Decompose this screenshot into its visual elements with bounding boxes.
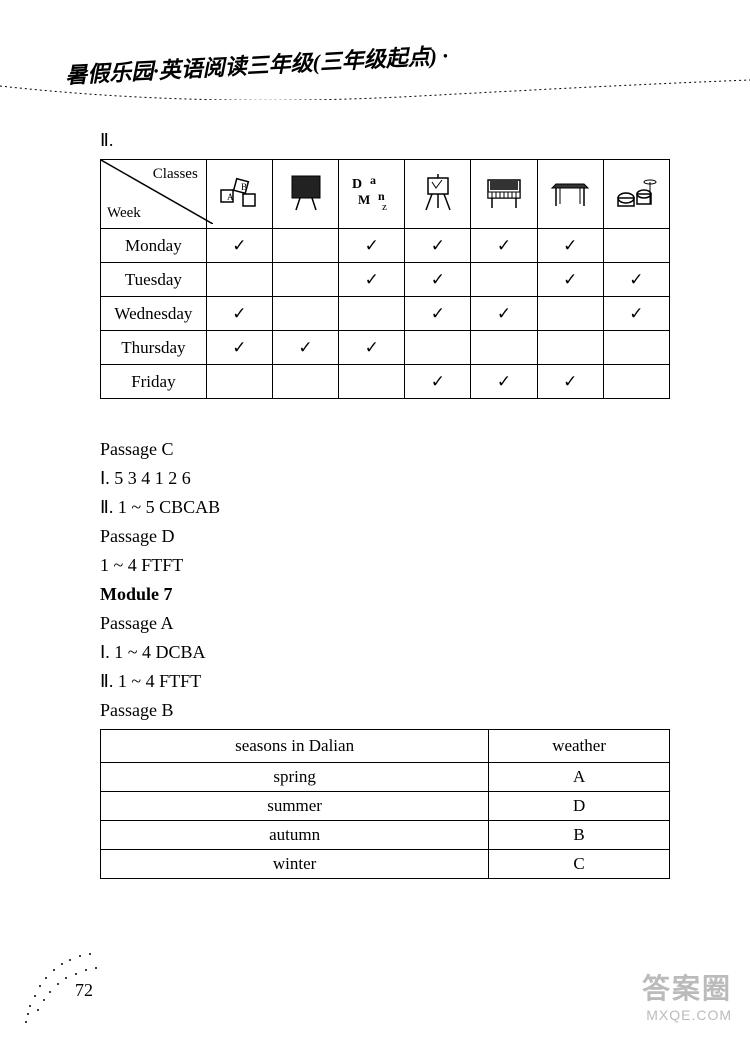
mark-cell xyxy=(339,297,405,331)
svg-text:M: M xyxy=(358,192,370,207)
table-row: springA xyxy=(101,763,670,792)
season-cell: autumn xyxy=(101,821,489,850)
mark-cell: ✓ xyxy=(603,297,669,331)
season-cell: winter xyxy=(101,850,489,879)
mark-cell: ✓ xyxy=(206,297,272,331)
table-row: Tuesday✓✓✓✓ xyxy=(101,263,670,297)
mark-cell: ✓ xyxy=(537,229,603,263)
passage-a-label: Passage A xyxy=(100,613,670,634)
letters-icon: DaMnz xyxy=(339,160,405,229)
weather-cell: C xyxy=(489,850,670,879)
day-cell: Thursday xyxy=(101,331,207,365)
mark-cell xyxy=(537,331,603,365)
svg-text:B: B xyxy=(241,182,247,192)
table-row: Monday✓✓✓✓✓ xyxy=(101,229,670,263)
mark-cell: ✓ xyxy=(405,365,471,399)
mark-cell: ✓ xyxy=(206,229,272,263)
seasons-header: seasons in Dalian xyxy=(101,730,489,763)
weather-cell: D xyxy=(489,792,670,821)
table-row: autumnB xyxy=(101,821,670,850)
mark-cell xyxy=(206,263,272,297)
answer-line: 1 ~ 4 FTFT xyxy=(100,555,670,576)
passage-d-label: Passage D xyxy=(100,526,670,547)
mark-cell: ✓ xyxy=(603,263,669,297)
mark-cell: ✓ xyxy=(537,365,603,399)
mark-cell: ✓ xyxy=(339,331,405,365)
weather-header: weather xyxy=(489,730,670,763)
mark-cell xyxy=(405,331,471,365)
drums-icon xyxy=(603,160,669,229)
mark-cell: ✓ xyxy=(339,263,405,297)
easel-icon xyxy=(405,160,471,229)
module-7-label: Module 7 xyxy=(100,584,670,605)
header-dotted-curve xyxy=(0,78,750,100)
section-2-label: Ⅱ. xyxy=(100,130,670,151)
mark-cell: ✓ xyxy=(405,297,471,331)
classes-schedule-table: Classes Week AB DaMnz xyxy=(100,159,670,399)
svg-text:D: D xyxy=(352,177,362,192)
page-number: 72 xyxy=(75,980,93,1001)
season-cell: summer xyxy=(101,792,489,821)
mark-cell xyxy=(272,297,338,331)
mark-cell: ✓ xyxy=(206,331,272,365)
svg-text:A: A xyxy=(227,192,234,202)
board-icon xyxy=(272,160,338,229)
table-row: Thursday✓✓✓ xyxy=(101,331,670,365)
mark-cell xyxy=(603,229,669,263)
weather-cell: B xyxy=(489,821,670,850)
mark-cell: ✓ xyxy=(537,263,603,297)
mark-cell: ✓ xyxy=(405,229,471,263)
mark-cell: ✓ xyxy=(471,229,537,263)
mark-cell xyxy=(537,297,603,331)
watermark-text-2: MXQE.COM xyxy=(642,1007,732,1023)
corner-label-week: Week xyxy=(107,205,141,222)
passage-c-label: Passage C xyxy=(100,439,670,460)
mark-cell xyxy=(471,263,537,297)
answer-line: Ⅱ. 1 ~ 5 CBCAB xyxy=(100,497,670,518)
mark-cell: ✓ xyxy=(471,365,537,399)
table-header-row: Classes Week AB DaMnz xyxy=(101,160,670,229)
watermark: 答案圈 MXQE.COM xyxy=(642,967,732,1023)
day-cell: Wednesday xyxy=(101,297,207,331)
mark-cell: ✓ xyxy=(272,331,338,365)
mark-cell xyxy=(603,331,669,365)
answer-line: Ⅱ. 1 ~ 4 FTFT xyxy=(100,671,670,692)
seasons-weather-table: seasons in Dalian weather springA summer… xyxy=(100,729,670,879)
corner-label-classes: Classes xyxy=(153,166,198,183)
table-row: winterC xyxy=(101,850,670,879)
corner-dots-decoration xyxy=(10,896,140,1026)
mark-cell xyxy=(272,229,338,263)
answer-line: Ⅰ. 5 3 4 1 2 6 xyxy=(100,468,670,489)
watermark-text-1: 答案圈 xyxy=(642,967,732,1007)
page-content: Ⅱ. Classes Week AB DaMnz xyxy=(0,100,750,879)
day-cell: Monday xyxy=(101,229,207,263)
mark-cell xyxy=(272,365,338,399)
mark-cell: ✓ xyxy=(471,297,537,331)
season-cell: spring xyxy=(101,763,489,792)
blocks-icon: AB xyxy=(206,160,272,229)
table-header-row: seasons in Dalian weather xyxy=(101,730,670,763)
weather-cell: A xyxy=(489,763,670,792)
answer-line: Ⅰ. 1 ~ 4 DCBA xyxy=(100,642,670,663)
table-row: Friday✓✓✓ xyxy=(101,365,670,399)
day-cell: Tuesday xyxy=(101,263,207,297)
mark-cell xyxy=(206,365,272,399)
svg-text:z: z xyxy=(382,201,387,213)
mark-cell: ✓ xyxy=(405,263,471,297)
mark-cell: ✓ xyxy=(339,229,405,263)
mark-cell xyxy=(603,365,669,399)
mark-cell xyxy=(471,331,537,365)
desk-icon xyxy=(537,160,603,229)
mark-cell xyxy=(339,365,405,399)
svg-text:a: a xyxy=(370,173,376,187)
corner-cell: Classes Week xyxy=(101,160,207,229)
piano-icon xyxy=(471,160,537,229)
table-row: Wednesday✓✓✓✓ xyxy=(101,297,670,331)
table-row: summerD xyxy=(101,792,670,821)
day-cell: Friday xyxy=(101,365,207,399)
page-header: 暑假乐园·英语阅读三年级(三年级起点) · xyxy=(0,0,750,100)
mark-cell xyxy=(272,263,338,297)
passage-b-label: Passage B xyxy=(100,700,670,721)
